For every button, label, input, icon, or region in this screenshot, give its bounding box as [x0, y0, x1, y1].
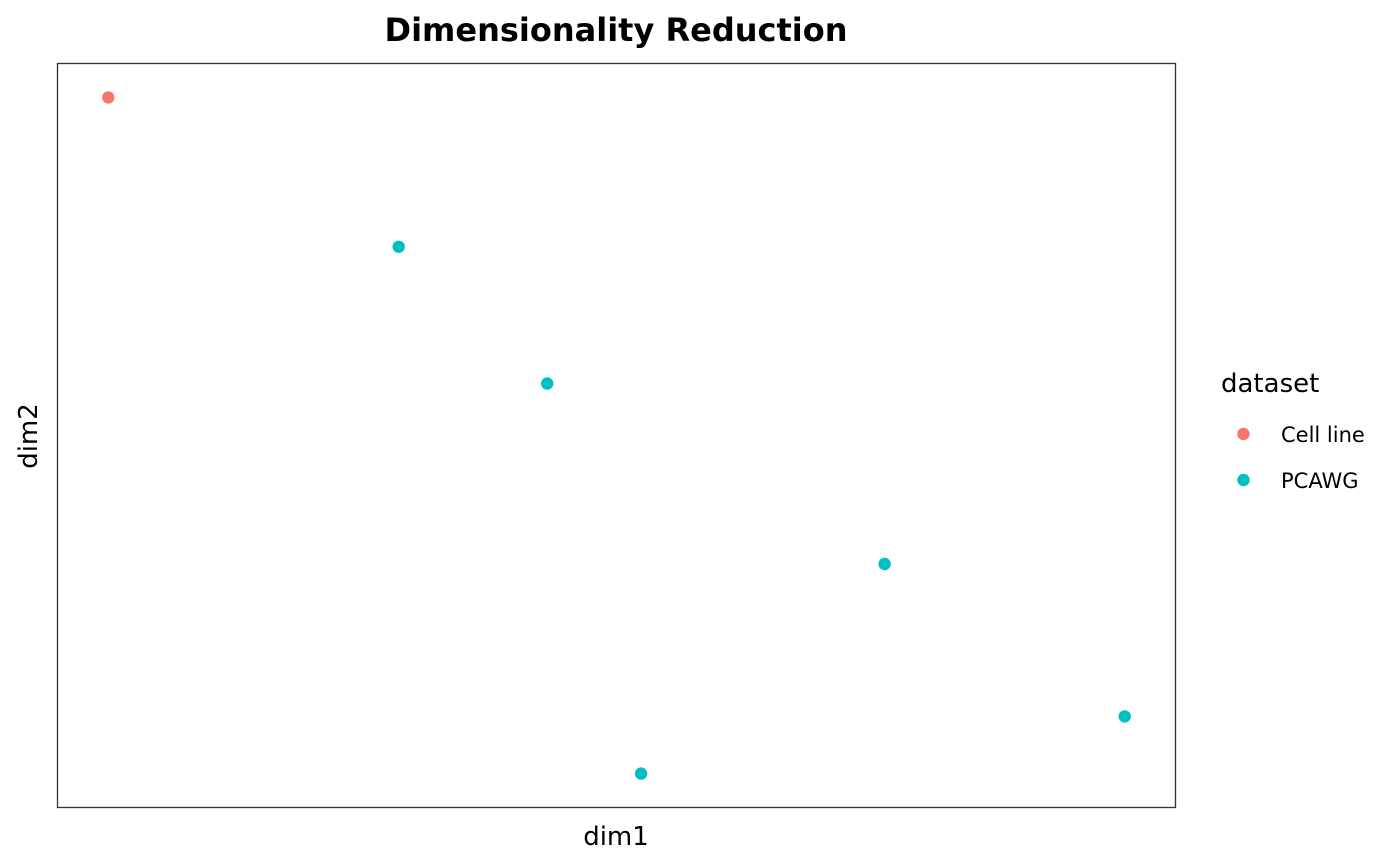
- x-axis-label: dim1: [583, 822, 649, 852]
- data-point-cell-line-1: [102, 91, 115, 104]
- data-point-pcawg-5: [1118, 710, 1131, 723]
- legend-title: dataset: [1221, 369, 1319, 399]
- data-point-pcawg-4: [878, 557, 891, 571]
- legend-key-cell-line: [1237, 427, 1250, 441]
- legend-label-pcawg: PCAWG: [1281, 469, 1359, 493]
- data-point-pcawg-1: [392, 240, 405, 253]
- legend: dataset Cell line PCAWG: [1221, 369, 1365, 493]
- plot-panel: [56, 62, 1177, 809]
- y-axis-label: dim2: [14, 403, 44, 469]
- legend-key-pcawg: [1237, 473, 1250, 487]
- points-layer: [102, 91, 1131, 780]
- data-point-pcawg-2: [541, 377, 554, 390]
- legend-label-cell-line: Cell line: [1281, 423, 1365, 447]
- data-point-pcawg-3: [634, 767, 648, 780]
- chart-title: Dimensionality Reduction: [385, 11, 848, 49]
